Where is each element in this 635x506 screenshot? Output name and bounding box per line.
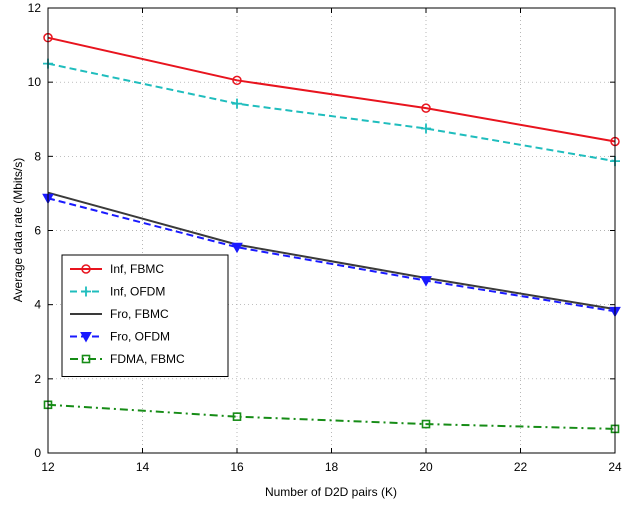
circle-marker: [421, 103, 431, 113]
legend-entry: Inf, OFDM: [70, 285, 165, 299]
x-tick-label: 16: [230, 460, 244, 474]
legend-entry: FDMA, FBMC: [70, 352, 185, 366]
circle-marker: [232, 75, 242, 86]
triangle-down-marker: [420, 276, 432, 287]
series-line: [47, 36, 616, 143]
plus-marker: [421, 123, 431, 134]
y-tick-label: 8: [34, 149, 41, 163]
y-axis-title: Average data rate (Mbits/s): [11, 158, 25, 303]
legend-entry: Fro, OFDM: [70, 330, 170, 344]
square-marker: [81, 354, 91, 364]
plus-marker: [81, 286, 91, 297]
x-tick-label: 14: [136, 460, 150, 474]
series-group: [43, 32, 620, 147]
triangle-down-marker: [231, 242, 243, 254]
x-tick-label: 24: [608, 460, 622, 474]
x-axis-title: Number of D2D pairs (K): [265, 485, 397, 499]
plus-marker: [232, 98, 242, 109]
y-tick-label: 6: [34, 224, 41, 238]
square-marker: [232, 412, 242, 421]
square-marker: [421, 419, 431, 429]
y-tick-label: 12: [28, 1, 42, 15]
x-tick-label: 22: [514, 460, 528, 474]
y-tick-label: 2: [34, 372, 41, 386]
series-line: [47, 197, 616, 313]
legend-entry: Fro, FBMC: [70, 307, 169, 321]
legend-label: Inf, FBMC: [110, 262, 164, 276]
series-line: [47, 191, 616, 311]
x-tick-label: 18: [325, 460, 339, 474]
legend-label: Inf, OFDM: [110, 285, 165, 299]
legend-label: FDMA, FBMC: [110, 352, 185, 366]
series-group: [47, 191, 616, 311]
legend-label: Fro, FBMC: [110, 307, 169, 321]
x-tick-label: 20: [419, 460, 433, 474]
series-line: [47, 403, 616, 430]
legend-entry: Inf, FBMC: [70, 262, 164, 276]
plot-area: [48, 8, 615, 453]
x-tick-label: 12: [41, 460, 55, 474]
series-layer: [42, 32, 621, 434]
triangle-down-marker: [80, 332, 92, 343]
y-tick-label: 0: [34, 446, 41, 460]
y-tick-label: 4: [34, 298, 41, 312]
y-tick-label: 10: [28, 75, 42, 89]
series-line: [47, 62, 616, 163]
grid-lines: [48, 8, 615, 453]
legend-label: Fro, OFDM: [110, 330, 170, 344]
legend: Inf, FBMC Inf, OFDM Fro, FBMC Fro, OFDM FDMA…: [61, 254, 229, 377]
circle-marker: [81, 264, 91, 274]
